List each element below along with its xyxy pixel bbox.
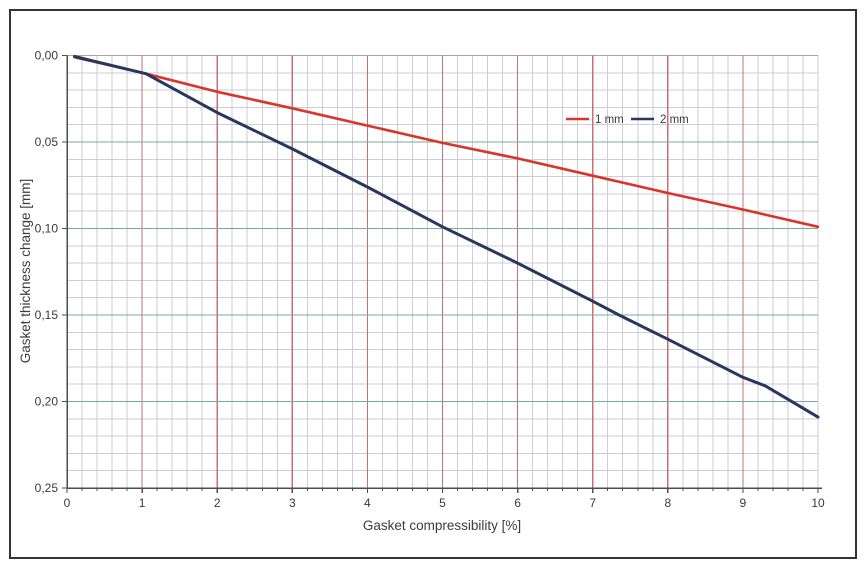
x-tick-label: 0: [64, 496, 71, 510]
x-tick-label: 2: [214, 496, 221, 510]
grid-major: [67, 54, 818, 488]
y-tick-label: 0,15: [35, 308, 59, 322]
series-lines: [73, 54, 820, 419]
y-axis-title: Gasket thickness change [mm]: [18, 179, 33, 364]
y-tick-label: 0,00: [35, 49, 59, 63]
x-tick-label: 7: [589, 496, 596, 510]
y-tick-label: 0,05: [35, 135, 59, 149]
x-axis-title: Gasket compressibility [%]: [363, 518, 521, 533]
x-tick-label: 3: [289, 496, 296, 510]
legend-label-1mm: 1 mm: [595, 114, 624, 126]
x-tick-label: 10: [811, 496, 825, 510]
x-tick-label: 4: [364, 496, 371, 510]
tick-labels: 0 1 2 3 4 5 6 7 8 9 10 0,00 0,05 0,10 0,15 0,20 0,25: [35, 49, 825, 511]
x-tick-label: 5: [439, 496, 446, 510]
y-tick-label: 0,25: [35, 481, 59, 495]
x-tick-label: 1: [139, 496, 146, 510]
series-line-1mm: [73, 55, 820, 229]
x-tick-label: 8: [664, 496, 671, 510]
axes: [62, 54, 822, 493]
y-tick-label: 0,20: [35, 395, 59, 409]
series-line-2mm: [73, 54, 820, 419]
y-tick-label: 0,10: [35, 222, 59, 236]
x-tick-label: 6: [514, 496, 521, 510]
x-tick-label: 9: [740, 496, 747, 510]
legend: 1 mm 2 mm: [566, 114, 689, 126]
outer-frame: [9, 9, 857, 559]
legend-label-2mm: 2 mm: [660, 114, 689, 126]
